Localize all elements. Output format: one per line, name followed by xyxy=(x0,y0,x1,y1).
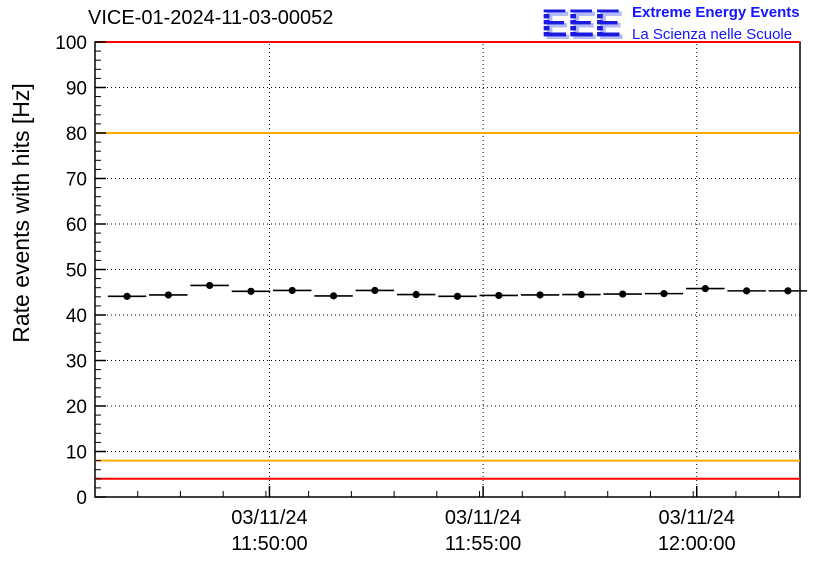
y-tick-label: 0 xyxy=(76,488,87,509)
logo-line1: Extreme Energy Events xyxy=(632,4,800,21)
data-point xyxy=(247,287,255,295)
y-tick-label: 80 xyxy=(66,124,87,145)
eee-logo: EEE EEE Extreme Energy Events La Scienza… xyxy=(538,2,800,46)
data-point xyxy=(742,287,751,295)
x-tick-label-time: 11:55:00 xyxy=(445,533,521,555)
data-point xyxy=(577,290,585,299)
x-tick-label-time: 11:50:00 xyxy=(231,533,307,555)
data-point xyxy=(619,290,627,298)
chart-title: VICE-01-2024-11-03-00052 xyxy=(88,7,334,29)
data-point xyxy=(206,281,214,290)
y-tick-label: 30 xyxy=(66,352,87,373)
logo-line2: La Scienza nelle Scuole xyxy=(632,26,793,43)
x-axis: 03/11/24 11:50:00 03/11/24 11:55:00 03/11/24… xyxy=(94,486,780,555)
y-axis-title: Rate events with hits [Hz] xyxy=(8,83,34,343)
y-tick-label: 10 xyxy=(66,443,87,464)
data-point xyxy=(784,287,792,295)
y-tick-label: 20 xyxy=(66,397,87,418)
data-point xyxy=(412,290,420,299)
data-point xyxy=(536,291,544,299)
data-point xyxy=(329,292,338,300)
y-tick-label: 100 xyxy=(55,33,87,54)
x-tick-label-time: 12:00:00 xyxy=(658,533,736,555)
eee-logo-acronym-icon: EEE EEE xyxy=(541,2,624,46)
y-tick-label: 40 xyxy=(66,306,87,327)
eee-logo-text: EEE xyxy=(541,2,621,46)
y-tick-label: 70 xyxy=(66,170,87,191)
data-point xyxy=(164,291,172,299)
gridlines xyxy=(95,42,800,497)
data-point xyxy=(660,290,668,298)
data-point xyxy=(453,292,462,300)
x-tick-label-date: 03/11/24 xyxy=(659,507,735,529)
threshold-lines xyxy=(95,41,800,480)
data-point xyxy=(123,292,131,300)
data-point xyxy=(701,285,709,293)
eee-logo-shadow-text: EEE xyxy=(544,4,624,46)
x-tick-label-date: 03/11/24 xyxy=(445,507,521,529)
series-rate-events-with-hits xyxy=(107,281,808,300)
data-point xyxy=(371,286,379,295)
data-point xyxy=(288,286,296,295)
y-tick-label: 90 xyxy=(66,79,87,100)
x-tick-label-date: 03/11/24 xyxy=(231,507,307,529)
y-axis: 0 10 20 30 40 50 60 70 80 90 100 xyxy=(55,33,106,509)
y-tick-label: 60 xyxy=(66,215,87,236)
data-point xyxy=(495,291,503,300)
y-tick-label: 50 xyxy=(66,261,87,282)
